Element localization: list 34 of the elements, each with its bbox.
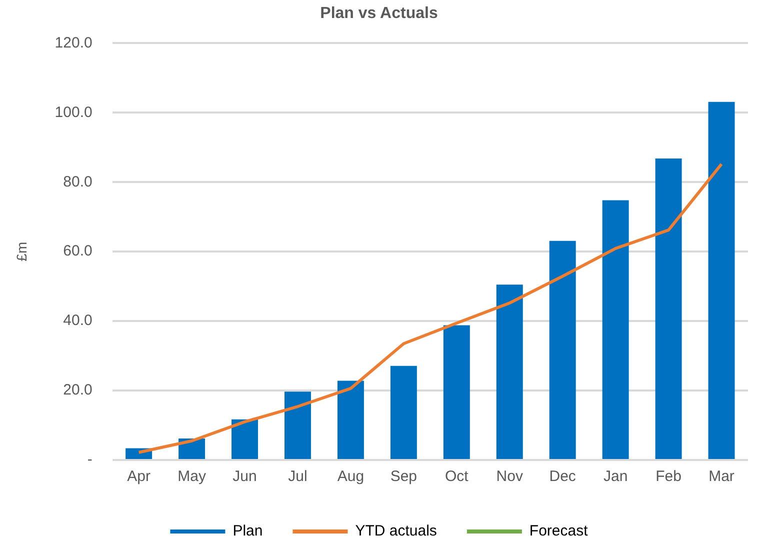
x-tick-label: Aug [337, 468, 364, 486]
x-tick-label: Dec [549, 468, 576, 486]
x-tick-label: Jul [288, 468, 308, 486]
y-tick-label: 80.0 [63, 173, 92, 190]
y-tick-label: 120.0 [54, 34, 92, 52]
bar [390, 366, 417, 459]
x-tick-label: Apr [127, 468, 150, 486]
y-tick-label: 40.0 [63, 312, 92, 330]
bar [284, 392, 311, 459]
x-tick-label: Feb [656, 468, 682, 486]
x-tick-label: Nov [496, 468, 524, 486]
y-axis-title: £m [13, 242, 30, 262]
bar [337, 380, 364, 459]
legend-label: Plan [232, 522, 263, 540]
y-tick-label: 100.0 [54, 104, 92, 121]
y-tick-label: - [87, 451, 92, 468]
bar [232, 419, 258, 459]
bar [655, 158, 682, 459]
bar [708, 102, 735, 459]
x-tick-label: Jan [603, 468, 628, 486]
chart-title: Plan vs Actuals [320, 5, 438, 22]
y-tick-label: 60.0 [63, 242, 92, 260]
y-tick-label: 20.0 [63, 382, 92, 399]
x-tick-label: May [178, 468, 206, 486]
x-tick-label: Oct [444, 468, 470, 486]
x-tick-label: Sep [390, 468, 418, 486]
bar [443, 325, 470, 459]
bar [549, 240, 576, 459]
legend-label: YTD actuals [355, 522, 437, 540]
x-tick-label: Jun [232, 468, 257, 486]
legend-label: Forecast [529, 522, 589, 540]
x-tick-label: Mar [708, 468, 734, 486]
bar [496, 284, 523, 459]
bar [602, 200, 629, 459]
